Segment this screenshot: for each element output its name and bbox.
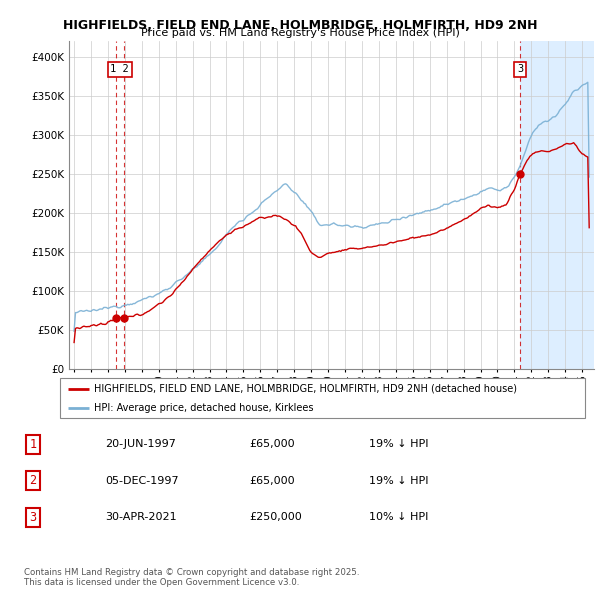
Text: 2: 2: [29, 474, 37, 487]
Text: 3: 3: [517, 64, 523, 74]
Text: 1 2: 1 2: [110, 64, 129, 74]
Text: 3: 3: [29, 511, 37, 524]
Bar: [520, 41, 594, 369]
Text: HIGHFIELDS, FIELD END LANE, HOLMBRIDGE, HOLMFIRTH, HD9 2NH (detached house): HIGHFIELDS, FIELD END LANE, HOLMBRIDGE, …: [94, 384, 517, 394]
Text: 19% ↓ HPI: 19% ↓ HPI: [369, 440, 428, 449]
Text: 1: 1: [29, 438, 37, 451]
Text: 20-JUN-1997: 20-JUN-1997: [105, 440, 176, 449]
Text: HIGHFIELDS, FIELD END LANE, HOLMBRIDGE, HOLMFIRTH, HD9 2NH: HIGHFIELDS, FIELD END LANE, HOLMBRIDGE, …: [63, 19, 537, 32]
Text: 10% ↓ HPI: 10% ↓ HPI: [369, 513, 428, 522]
Text: £250,000: £250,000: [249, 513, 302, 522]
Text: 30-APR-2021: 30-APR-2021: [105, 513, 176, 522]
Text: 05-DEC-1997: 05-DEC-1997: [105, 476, 179, 486]
Text: Price paid vs. HM Land Registry's House Price Index (HPI): Price paid vs. HM Land Registry's House …: [140, 28, 460, 38]
Text: HPI: Average price, detached house, Kirklees: HPI: Average price, detached house, Kirk…: [94, 403, 314, 412]
Text: £65,000: £65,000: [249, 440, 295, 449]
Text: Contains HM Land Registry data © Crown copyright and database right 2025.
This d: Contains HM Land Registry data © Crown c…: [24, 568, 359, 587]
Text: 19% ↓ HPI: 19% ↓ HPI: [369, 476, 428, 486]
Text: £65,000: £65,000: [249, 476, 295, 486]
